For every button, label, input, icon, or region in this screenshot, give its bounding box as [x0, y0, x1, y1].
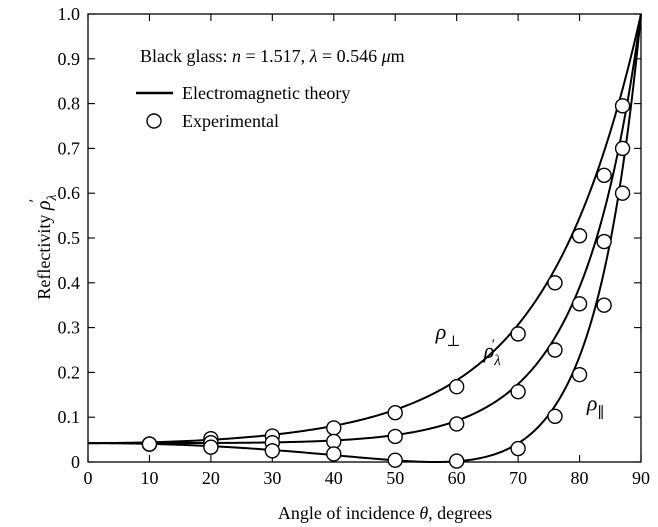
experimental-point-parallel	[387, 452, 403, 468]
legend-circle-marker	[146, 113, 162, 129]
annotation-unit-mu: μ	[381, 46, 391, 66]
annotation-prefix: Black glass:	[140, 46, 232, 66]
experimental-point-parallel	[614, 185, 631, 201]
svg-text:Reflectivity ρλ′: Reflectivity ρλ′	[27, 194, 60, 299]
y-tick-label: 0.5	[58, 228, 81, 248]
theory-curve-perpendicular	[88, 13, 642, 445]
x-tick-label: 90	[632, 468, 650, 488]
experimental-points	[141, 98, 631, 469]
experimental-point-parallel	[547, 408, 563, 425]
experimental-point-perpendicular	[614, 98, 631, 114]
experimental-point-parallel	[264, 443, 281, 459]
experimental-point-average	[387, 428, 403, 445]
series-label-perpendicular: ρ⊥	[435, 319, 461, 350]
x-tick-label: 70	[509, 468, 527, 488]
legend-theory-label: Electromagnetic theory	[182, 83, 350, 103]
y-tick-label: 0.9	[58, 49, 81, 69]
series-labels: ρ⊥ ρλ′ ρ∥	[435, 319, 605, 422]
experimental-point-parallel	[448, 453, 465, 469]
experimental-point-perpendicular	[571, 228, 588, 244]
experimental-point-perpendicular	[547, 275, 563, 291]
experimental-point-average	[448, 416, 465, 432]
y-tick-label: 0.6	[58, 183, 81, 203]
annotation-unit-m: m	[391, 46, 405, 66]
y-tick-label: 0.7	[58, 138, 81, 158]
annotation-lambda-value: = 0.546	[317, 46, 381, 66]
legend-experimental-label: Experimental	[182, 111, 279, 131]
experimental-point-perpendicular	[596, 167, 612, 183]
experimental-point-perpendicular	[387, 405, 403, 421]
experimental-point-average	[547, 342, 563, 358]
y-tick-label: 1.0	[58, 4, 81, 24]
x-tick-label: 20	[202, 468, 220, 488]
experimental-point-average	[571, 296, 588, 312]
axes: 0 10 20 30 40 50 60 70 80 90 0 0.1 0.2 0.3 0.4 0.5 0.6 0.…	[58, 4, 651, 488]
series-label-average: ρλ′	[483, 337, 502, 369]
experimental-point-average	[510, 383, 526, 400]
experimental-point-parallel	[571, 366, 588, 383]
y-axis-title: Reflectivity ρλ′	[27, 194, 60, 299]
experimental-point-parallel	[596, 297, 612, 313]
x-tick-label: 50	[386, 468, 404, 488]
theory-curve-average	[88, 13, 642, 445]
experimental-point-perpendicular	[510, 326, 526, 342]
series-label-parallel: ρ∥	[586, 390, 605, 421]
x-axis-title: Angle of incidence θ, degrees	[278, 503, 492, 523]
y-tick-label: 0.2	[58, 362, 81, 382]
experimental-point-parallel	[326, 446, 342, 462]
experimental-point-average	[596, 233, 612, 250]
experimental-point-parallel	[203, 439, 219, 455]
experimental-point-perpendicular	[326, 420, 342, 436]
y-tick-label: 0.3	[58, 318, 81, 338]
y-tick-label: 0.8	[58, 94, 81, 114]
experimental-point-average	[614, 140, 631, 157]
annotation-n-value: = 1.517,	[241, 46, 310, 66]
annotation-lambda-symbol: λ	[309, 46, 318, 66]
material-annotation: Black glass: n = 1.517, λ = 0.546 μm	[140, 46, 405, 66]
x-tick-label: 30	[263, 468, 281, 488]
annotation-n-symbol: n	[232, 46, 241, 66]
x-tick-label: 80	[571, 468, 589, 488]
experimental-point-perpendicular	[448, 379, 465, 395]
experimental-point-parallel	[141, 436, 158, 452]
x-tick-label: 10	[140, 468, 158, 488]
x-tick-label: 40	[325, 468, 343, 488]
theory-curves	[88, 13, 642, 463]
plot-frame	[87, 13, 642, 463]
y-tick-label: 0.4	[58, 273, 81, 293]
y-tick-label: 0.1	[58, 407, 81, 427]
experimental-point-parallel	[510, 440, 526, 457]
legend: Electromagnetic theory Experimental	[136, 83, 350, 131]
x-tick-label: 60	[448, 468, 466, 488]
x-tick-label: 0	[84, 468, 93, 488]
theory-curve-parallel	[88, 13, 642, 463]
y-tick-label: 0	[71, 452, 80, 472]
